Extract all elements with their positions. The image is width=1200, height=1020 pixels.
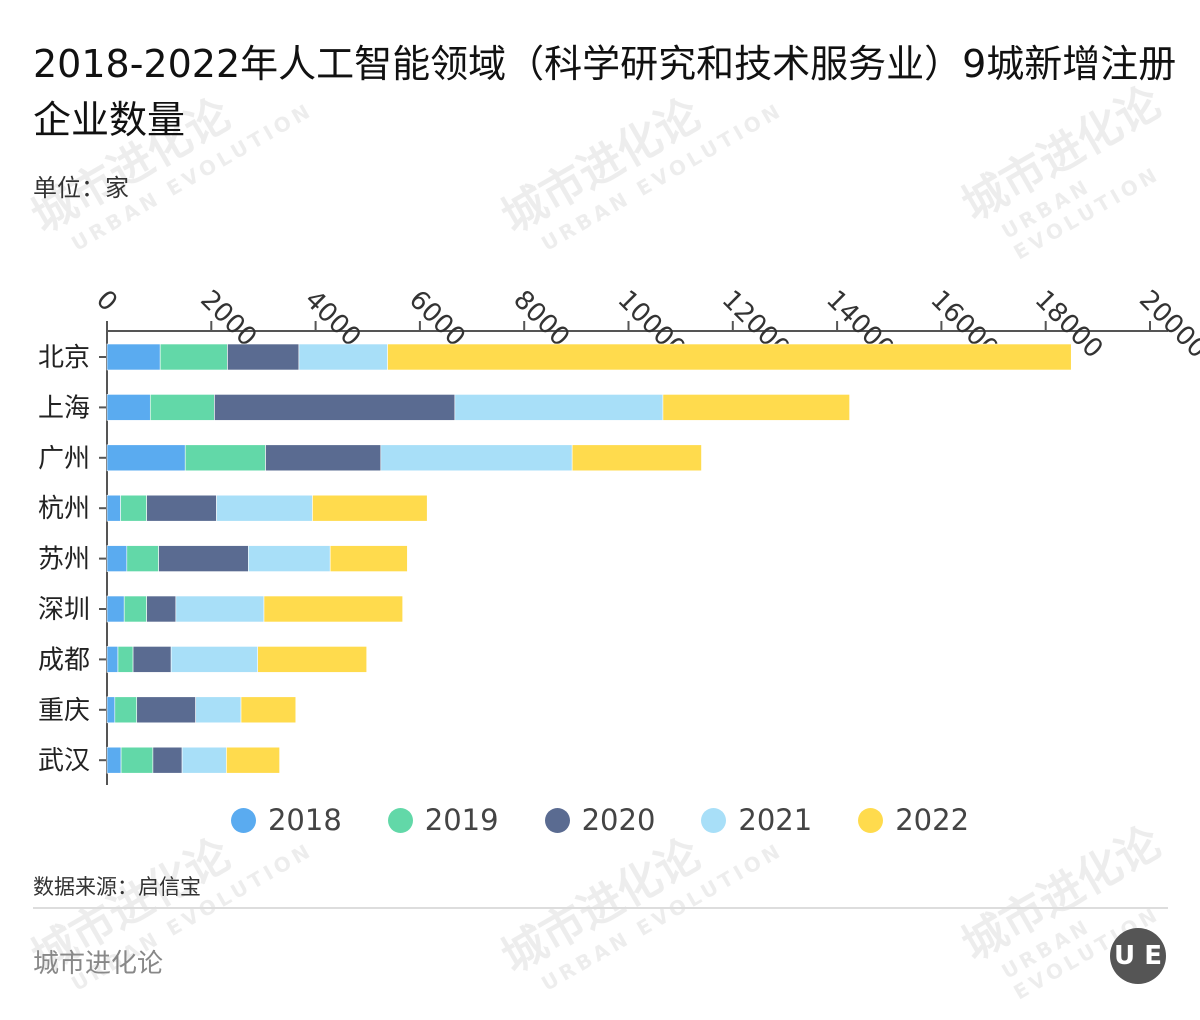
bar-2018 (106, 595, 125, 623)
legend-swatch (544, 807, 570, 833)
legend-label: 2022 (895, 803, 970, 837)
bar-2020 (152, 746, 183, 774)
bar-2018 (106, 343, 161, 371)
bar-2021 (170, 646, 259, 673)
bar-2019 (149, 394, 215, 421)
unit-label: 单位：家 (33, 174, 129, 202)
legend-swatch (858, 807, 884, 833)
legend: 2018 2019 2020 2021 2022 (0, 803, 1200, 837)
logo: U E (1110, 928, 1166, 984)
chart-title: 2018-2022年人工智能领域（科学研究和技术服务业）9城新增注册企业数量 (33, 42, 1177, 142)
bar-2018 (106, 545, 128, 572)
bar-2020 (136, 696, 196, 724)
category-label: 广州 (38, 444, 90, 474)
bar-2020 (158, 545, 249, 572)
category-label: 成都 (38, 645, 90, 675)
legend-item-2021[interactable]: 2021 (701, 803, 812, 837)
bar-2022 (226, 746, 280, 774)
x-tick-label: 20000 (1133, 285, 1200, 365)
bar-2018 (106, 494, 121, 522)
bar-2021 (380, 444, 573, 472)
bar-2021 (298, 343, 388, 371)
bar-2020 (146, 595, 177, 623)
bar-2022 (387, 343, 1072, 371)
bar-2019 (184, 444, 266, 472)
category-label: 苏州 (38, 545, 90, 575)
bar-2022 (257, 646, 368, 673)
divider (33, 907, 1168, 909)
bar-2018 (106, 696, 116, 724)
bar-2018 (106, 444, 186, 472)
bar-2019 (126, 545, 159, 572)
bar-2018 (106, 746, 122, 774)
x-tick-label: 4000 (299, 285, 367, 353)
category-label: 重庆 (38, 696, 90, 726)
bar-2020 (265, 444, 382, 472)
category-label: 上海 (38, 393, 90, 423)
bar-2021 (181, 746, 227, 774)
x-tick-label: 0 (90, 285, 123, 318)
x-tick-label: 8000 (507, 285, 575, 353)
bar-2022 (263, 595, 403, 623)
bar-2022 (329, 545, 408, 572)
category-label: 武汉 (38, 746, 90, 776)
bar-2020 (227, 343, 300, 371)
x-tick-label: 6000 (403, 285, 471, 353)
bar-2022 (312, 494, 428, 522)
legend-item-2022[interactable]: 2022 (858, 803, 969, 837)
bar-2019 (114, 696, 138, 724)
bar-2021 (248, 545, 331, 572)
legend-swatch (387, 807, 413, 833)
footer-brand: 城市进化论 (33, 949, 164, 979)
bar-2020 (214, 394, 456, 421)
bar-2019 (159, 343, 228, 371)
category-label: 杭州 (38, 494, 90, 524)
category-label: 深圳 (38, 595, 90, 625)
bar-2018 (106, 394, 151, 421)
legend-label: 2021 (738, 803, 813, 837)
x-tick-label: 2000 (194, 285, 262, 353)
legend-swatch (230, 807, 256, 833)
legend-item-2018[interactable]: 2018 (230, 803, 342, 837)
legend-item-2020[interactable]: 2020 (544, 803, 656, 837)
bar-2020 (132, 646, 172, 673)
bar-2021 (175, 595, 265, 623)
bar-2022 (571, 444, 702, 472)
bar-2019 (120, 494, 147, 522)
bar-2021 (454, 394, 664, 421)
legend-item-2019[interactable]: 2019 (387, 803, 499, 837)
bar-2018 (106, 646, 119, 673)
legend-label: 2019 (424, 803, 499, 837)
bar-2022 (240, 696, 297, 724)
bar-chart: 0 2000 4000 6000 8000 10000 12000 14000 16000 180… (38, 285, 1200, 785)
category-label: 北京 (38, 343, 90, 373)
bar-2022 (662, 394, 850, 421)
legend-swatch (701, 807, 727, 833)
bar-2020 (146, 494, 217, 522)
bar-2019 (117, 646, 134, 673)
legend-label: 2018 (267, 803, 342, 837)
bar-2019 (120, 746, 154, 774)
bar-2021 (216, 494, 313, 522)
bar-2019 (123, 595, 147, 623)
legend-label: 2020 (581, 803, 656, 837)
source-note: 数据来源：启信宝 (33, 875, 201, 899)
bar-2021 (195, 696, 242, 724)
